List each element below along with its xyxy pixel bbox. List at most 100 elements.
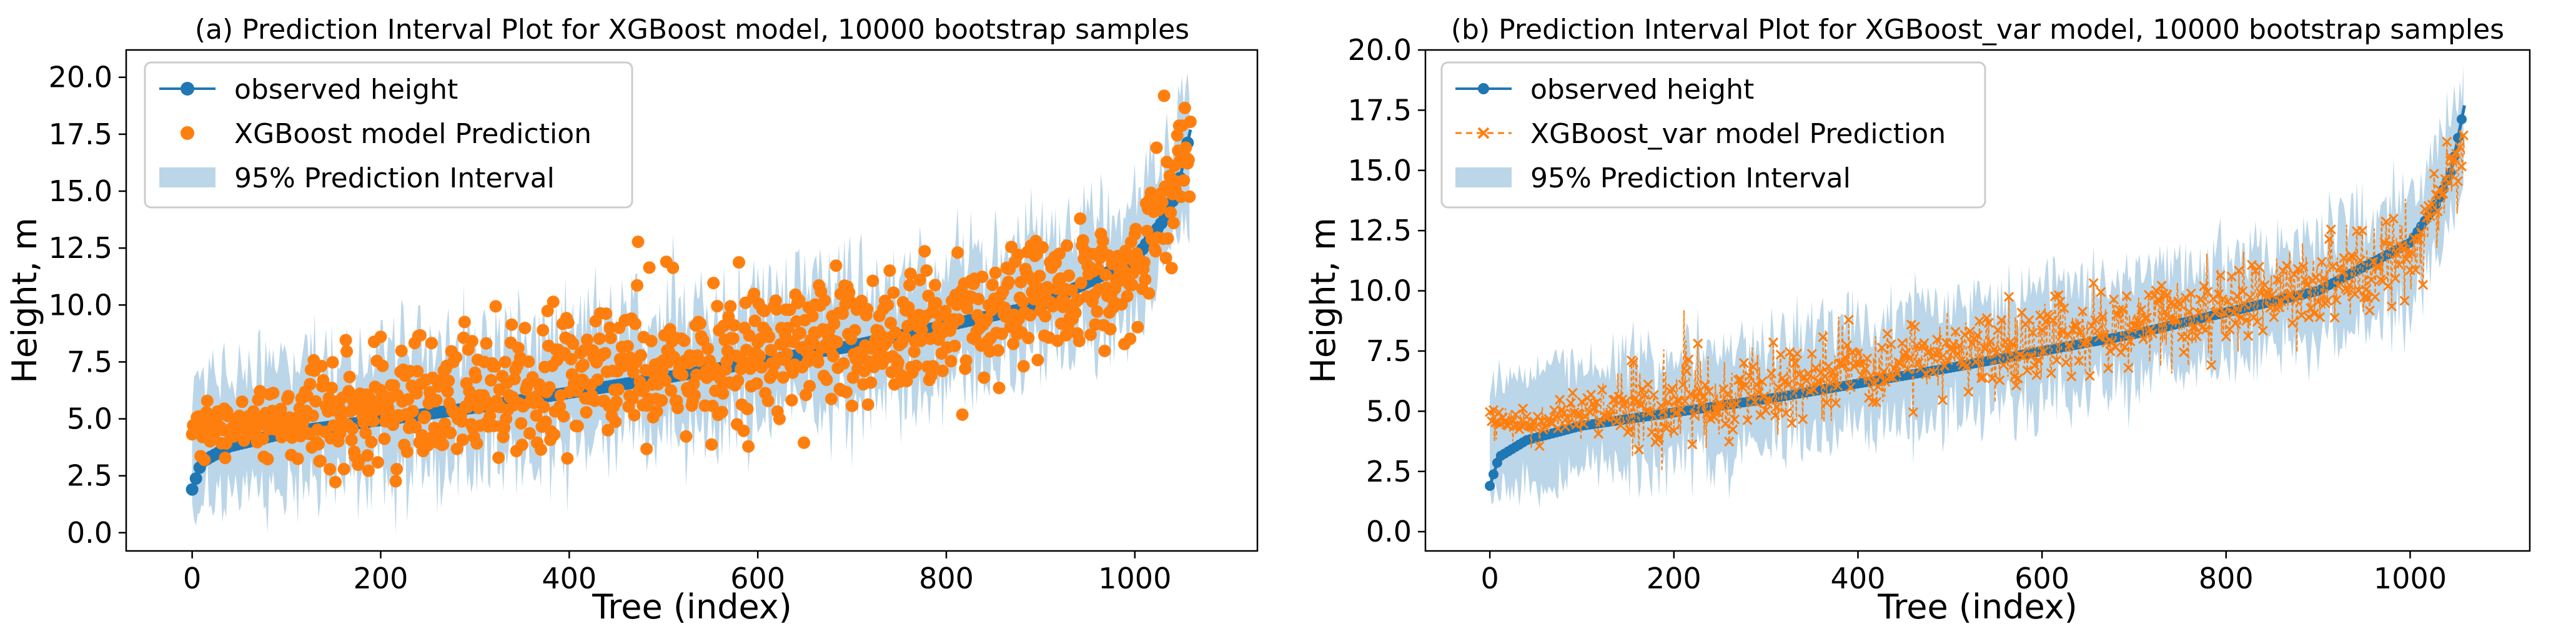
prediction-point xyxy=(2212,305,2222,317)
prediction-point xyxy=(593,332,606,345)
prediction-point xyxy=(485,374,497,387)
prediction-point xyxy=(591,373,604,386)
prediction-point xyxy=(650,405,663,418)
prediction-point xyxy=(1126,267,1139,280)
prediction-point xyxy=(1823,361,1834,372)
prediction-point xyxy=(1972,330,1983,341)
prediction-point xyxy=(951,246,964,259)
prediction-point xyxy=(470,437,483,450)
prediction-point xyxy=(1803,368,1813,379)
legend-prediction-marker xyxy=(1477,127,1490,139)
prediction-point xyxy=(1555,394,1565,405)
prediction-point xyxy=(1017,360,1030,373)
prediction-point xyxy=(1943,355,1953,365)
prediction-point xyxy=(2304,312,2314,323)
prediction-point xyxy=(2061,357,2071,368)
prediction-point xyxy=(903,279,916,292)
prediction-point xyxy=(2171,315,2182,326)
prediction-point xyxy=(553,400,567,413)
x-tick-label: 600 xyxy=(730,562,785,595)
prediction-point xyxy=(1661,423,1672,433)
y-tick-label: 17.5 xyxy=(49,117,112,151)
prediction-point xyxy=(2206,360,2217,370)
prediction-point xyxy=(1895,358,1906,369)
prediction-point xyxy=(324,463,336,476)
prediction-point xyxy=(1744,371,1755,382)
prediction-point xyxy=(1645,407,1655,417)
observed-point xyxy=(186,483,199,496)
prediction-point xyxy=(1553,423,1563,433)
prediction-point xyxy=(2039,346,2049,357)
prediction-point xyxy=(924,369,938,382)
prediction-point xyxy=(256,432,269,445)
prediction-point xyxy=(2098,311,2108,322)
prediction-point xyxy=(1165,262,1178,275)
legend-interval-label: 95% Prediction Interval xyxy=(1530,162,1851,194)
prediction-point xyxy=(1628,357,1639,368)
prediction-point xyxy=(469,371,482,384)
prediction-point xyxy=(1007,337,1020,350)
prediction-point xyxy=(2355,255,2365,265)
chart-b: (b) Prediction Interval Plot for XGBoost… xyxy=(1299,0,2576,639)
prediction-point xyxy=(2399,295,2410,306)
prediction-point xyxy=(421,439,434,452)
prediction-point xyxy=(2364,305,2375,316)
prediction-point xyxy=(1862,353,1873,364)
prediction-point xyxy=(780,347,793,360)
prediction-point xyxy=(2403,249,2414,259)
prediction-point xyxy=(441,385,454,398)
prediction-point xyxy=(2226,271,2237,282)
prediction-point xyxy=(1937,395,1948,405)
prediction-point xyxy=(1059,329,1073,342)
prediction-point xyxy=(2024,315,2034,325)
prediction-point xyxy=(1156,196,1169,209)
prediction-point xyxy=(643,261,656,274)
prediction-point xyxy=(1792,349,1803,359)
prediction-point xyxy=(761,394,775,407)
prediction-point xyxy=(2318,273,2329,284)
prediction-point xyxy=(1507,416,1517,427)
prediction-point xyxy=(1668,425,1679,436)
prediction-point xyxy=(1794,369,1805,380)
prediction-point xyxy=(1720,419,1731,429)
prediction-point xyxy=(2344,280,2355,290)
prediction-point xyxy=(1928,367,1939,378)
prediction-point xyxy=(539,415,552,428)
y-tick-label: 2.5 xyxy=(1366,455,1412,488)
prediction-point xyxy=(1693,338,1703,349)
prediction-point xyxy=(2180,292,2191,303)
prediction-point xyxy=(2201,324,2211,335)
prediction-point xyxy=(1149,245,1162,258)
prediction-point xyxy=(2046,368,2056,379)
prediction-point xyxy=(731,374,745,387)
prediction-point xyxy=(830,259,843,272)
y-tick-label: 10.0 xyxy=(1348,274,1412,308)
prediction-point xyxy=(518,322,532,335)
prediction-point xyxy=(2142,312,2152,323)
prediction-point xyxy=(785,394,798,407)
prediction-point xyxy=(1831,398,1841,409)
prediction-point xyxy=(1751,380,1762,390)
prediction-point xyxy=(1700,380,1710,390)
prediction-point xyxy=(1897,338,1908,349)
prediction-point xyxy=(1648,390,1659,400)
prediction-point xyxy=(1729,414,1740,425)
axes-frame xyxy=(125,49,1259,552)
prediction-point xyxy=(2410,264,2421,275)
prediction-point xyxy=(2064,340,2075,350)
prediction-point xyxy=(986,279,999,292)
prediction-point xyxy=(1985,336,1996,347)
prediction-point xyxy=(2134,322,2145,332)
prediction-point xyxy=(992,344,1004,357)
prediction-point xyxy=(297,414,310,427)
prediction-point xyxy=(676,369,689,382)
prediction-point xyxy=(2254,262,2264,272)
prediction-point xyxy=(972,292,985,305)
prediction-point xyxy=(2219,307,2229,318)
prediction-point xyxy=(1024,309,1037,322)
prediction-point xyxy=(1578,419,1589,429)
prediction-point xyxy=(515,438,528,452)
prediction-point xyxy=(1919,338,1930,349)
prediction-point xyxy=(1798,414,1808,425)
prediction-point xyxy=(2109,294,2119,305)
